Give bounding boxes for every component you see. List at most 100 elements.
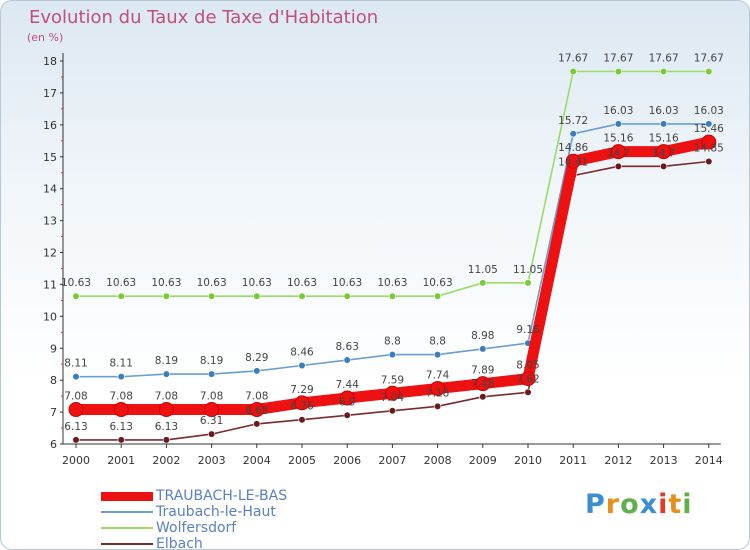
data-label-traubach-le-haut: 16.03 [649, 105, 679, 117]
data-point-wolfersdorf [569, 67, 577, 76]
data-label-traubach-le-bas: 14.86 [558, 142, 588, 154]
data-point-traubach-le-haut [705, 120, 713, 128]
data-label-traubach-le-bas: 7.08 [200, 391, 223, 403]
data-point-traubach-le-bas [430, 380, 446, 396]
legend-swatch [101, 527, 153, 529]
data-point-traubach-le-haut [253, 367, 261, 375]
data-label-elbach: 6.13 [64, 421, 87, 433]
x-tick-label: 2006 [333, 454, 361, 467]
data-label-wolfersdorf: 10.63 [423, 277, 453, 289]
data-point-traubach-le-haut [614, 120, 623, 128]
data-point-traubach-le-bas [701, 134, 717, 150]
data-label-wolfersdorf: 10.63 [151, 277, 181, 289]
data-label-wolfersdorf: 10.63 [377, 277, 407, 289]
data-point-traubach-le-haut [479, 345, 487, 353]
data-label-wolfersdorf: 11.05 [468, 264, 498, 276]
x-tick-label: 2001 [107, 454, 135, 467]
data-point-elbach [659, 162, 668, 170]
y-tick-label: 10 [43, 310, 57, 323]
data-point-elbach [298, 416, 306, 424]
data-point-wolfersdorf [705, 67, 713, 76]
data-point-wolfersdorf [388, 292, 397, 300]
data-label-wolfersdorf: 10.63 [242, 277, 272, 289]
data-point-elbach [162, 436, 170, 444]
data-point-traubach-le-bas [656, 144, 672, 160]
data-label-traubach-le-haut: 8.11 [64, 358, 87, 370]
data-label-elbach: 6.63 [245, 405, 268, 417]
y-tick-label: 16 [43, 119, 57, 132]
data-point-traubach-le-bas [339, 390, 355, 406]
y-tick-label: 8 [50, 374, 57, 387]
logo-letter: t [668, 489, 683, 520]
data-label-traubach-le-haut: 16.03 [603, 105, 633, 117]
y-tick-label: 12 [43, 247, 57, 260]
data-label-traubach-le-haut: 8.29 [245, 352, 268, 364]
proxiti-logo: Proxiti [585, 489, 693, 520]
data-label-elbach: 6.13 [110, 421, 133, 433]
data-label-wolfersdorf: 17.67 [603, 53, 633, 65]
data-label-traubach-le-haut: 15.72 [558, 115, 588, 127]
data-label-wolfersdorf: 10.63 [332, 277, 362, 289]
data-label-elbach: 6.31 [200, 415, 223, 427]
data-point-wolfersdorf [659, 67, 668, 76]
chart-title: Evolution du Taux de Taxe d'Habitation [29, 7, 379, 28]
logo-letter: i [658, 489, 669, 520]
data-label-wolfersdorf: 17.67 [694, 53, 724, 65]
data-point-traubach-le-bas [384, 385, 400, 401]
data-label-elbach: 14.41 [558, 157, 588, 169]
logo-letter: x [639, 489, 659, 520]
data-label-traubach-le-haut: 8.11 [110, 358, 133, 370]
data-point-traubach-le-bas [520, 371, 536, 387]
data-label-traubach-le-bas: 7.74 [426, 369, 450, 381]
data-label-elbach: 7.04 [381, 392, 405, 404]
legend-label: Wolfersdorf [156, 520, 237, 536]
data-label-elbach: 7.62 [516, 373, 539, 385]
logo-letter: o [620, 489, 640, 520]
data-label-elbach: 6.76 [290, 401, 314, 413]
legend-label: Traubach-le-Haut [156, 504, 276, 520]
data-point-elbach [343, 411, 351, 419]
data-point-elbach [208, 430, 216, 438]
data-point-traubach-le-haut [343, 356, 351, 364]
data-point-elbach [524, 388, 532, 396]
data-point-traubach-le-bas [610, 144, 626, 160]
data-label-elbach: 7.48 [471, 378, 494, 390]
data-label-traubach-le-bas: 7.08 [155, 391, 178, 403]
legend-swatch [101, 511, 153, 513]
x-tick-label: 2012 [604, 454, 632, 467]
legend-label: TRAUBACH-LE-BAS [156, 488, 288, 504]
data-point-traubach-le-haut [208, 370, 216, 378]
data-point-wolfersdorf [298, 292, 306, 300]
y-tick-label: 9 [50, 342, 57, 355]
data-label-traubach-le-haut: 9.16 [516, 324, 540, 336]
data-label-traubach-le-bas: 8.05 [516, 360, 539, 372]
data-label-traubach-le-bas: 7.29 [290, 384, 313, 396]
data-point-traubach-le-haut [659, 120, 668, 128]
data-label-traubach-le-haut: 8.8 [429, 336, 446, 348]
x-tick-label: 2010 [514, 454, 542, 467]
data-label-wolfersdorf: 10.63 [287, 277, 317, 289]
y-tick-label: 14 [43, 183, 57, 196]
data-label-traubach-le-bas: 15.16 [649, 133, 679, 145]
data-label-wolfersdorf: 17.67 [558, 53, 588, 65]
data-point-elbach [479, 393, 487, 401]
data-point-traubach-le-bas [68, 402, 84, 418]
data-point-traubach-le-haut [117, 373, 125, 381]
data-point-traubach-le-haut [388, 351, 397, 359]
data-point-wolfersdorf [72, 292, 80, 300]
data-label-traubach-le-haut: 8.19 [155, 355, 178, 367]
series-line-traubach-le-bas [70, 136, 715, 415]
data-label-wolfersdorf: 17.67 [649, 53, 679, 65]
data-point-wolfersdorf [253, 292, 261, 300]
data-label-traubach-le-bas: 7.08 [245, 391, 268, 403]
data-point-elbach [72, 436, 80, 444]
data-point-traubach-le-bas [475, 376, 491, 392]
data-point-elbach [614, 162, 623, 170]
data-point-traubach-le-haut [434, 351, 442, 359]
data-label-traubach-le-bas: 7.59 [381, 374, 404, 386]
x-tick-label: 2000 [62, 454, 90, 467]
logo-letter: r [605, 489, 621, 520]
data-point-traubach-le-bas [565, 153, 581, 169]
